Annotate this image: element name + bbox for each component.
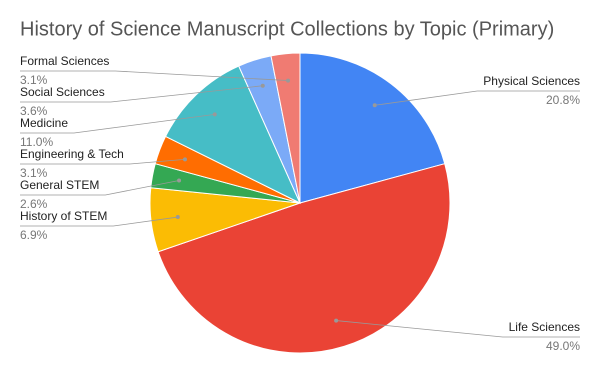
slice-value-label: 49.0% bbox=[546, 339, 580, 353]
slice-label: Social Sciences bbox=[20, 85, 105, 99]
pie-slice bbox=[299, 52, 446, 204]
slice-value-label: 2.6% bbox=[20, 197, 48, 211]
leader-line bbox=[374, 90, 580, 106]
slice-label: Engineering & Tech bbox=[20, 147, 124, 161]
slice-value-label: 3.6% bbox=[20, 104, 48, 118]
slice-label: History of STEM bbox=[20, 209, 107, 223]
leader-line bbox=[20, 216, 178, 227]
slice-label: General STEM bbox=[20, 178, 99, 192]
leader-dot bbox=[334, 318, 339, 323]
slice-label: Physical Sciences bbox=[483, 74, 580, 88]
chart-title: History of Science Manuscript Collection… bbox=[20, 18, 554, 40]
slice-value-label: 20.8% bbox=[546, 93, 580, 107]
pie-slice bbox=[157, 163, 451, 354]
slice-label: Formal Sciences bbox=[20, 54, 109, 68]
slice-value-label: 11.0% bbox=[20, 135, 53, 149]
leader-line bbox=[20, 158, 186, 165]
leader-line bbox=[20, 85, 263, 103]
slice-value-label: 6.9% bbox=[20, 228, 48, 242]
leader-line bbox=[336, 320, 580, 338]
leader-line bbox=[20, 180, 180, 196]
leader-dot bbox=[177, 178, 182, 183]
leader-dot bbox=[286, 78, 291, 83]
leader-dot bbox=[175, 215, 180, 220]
leader-dot bbox=[372, 103, 377, 108]
leader-line bbox=[20, 70, 289, 81]
slice-value-label: 3.1% bbox=[20, 166, 48, 180]
pie-slice bbox=[164, 65, 302, 205]
slice-label: Medicine bbox=[20, 116, 68, 130]
pie-slice bbox=[270, 52, 301, 204]
leader-line bbox=[20, 113, 215, 134]
slice-value-label: 3.1% bbox=[20, 73, 48, 87]
leader-dot bbox=[182, 157, 187, 162]
leader-dot bbox=[212, 112, 217, 117]
leader-dot bbox=[260, 83, 265, 88]
slice-label: Life Sciences bbox=[509, 320, 580, 334]
